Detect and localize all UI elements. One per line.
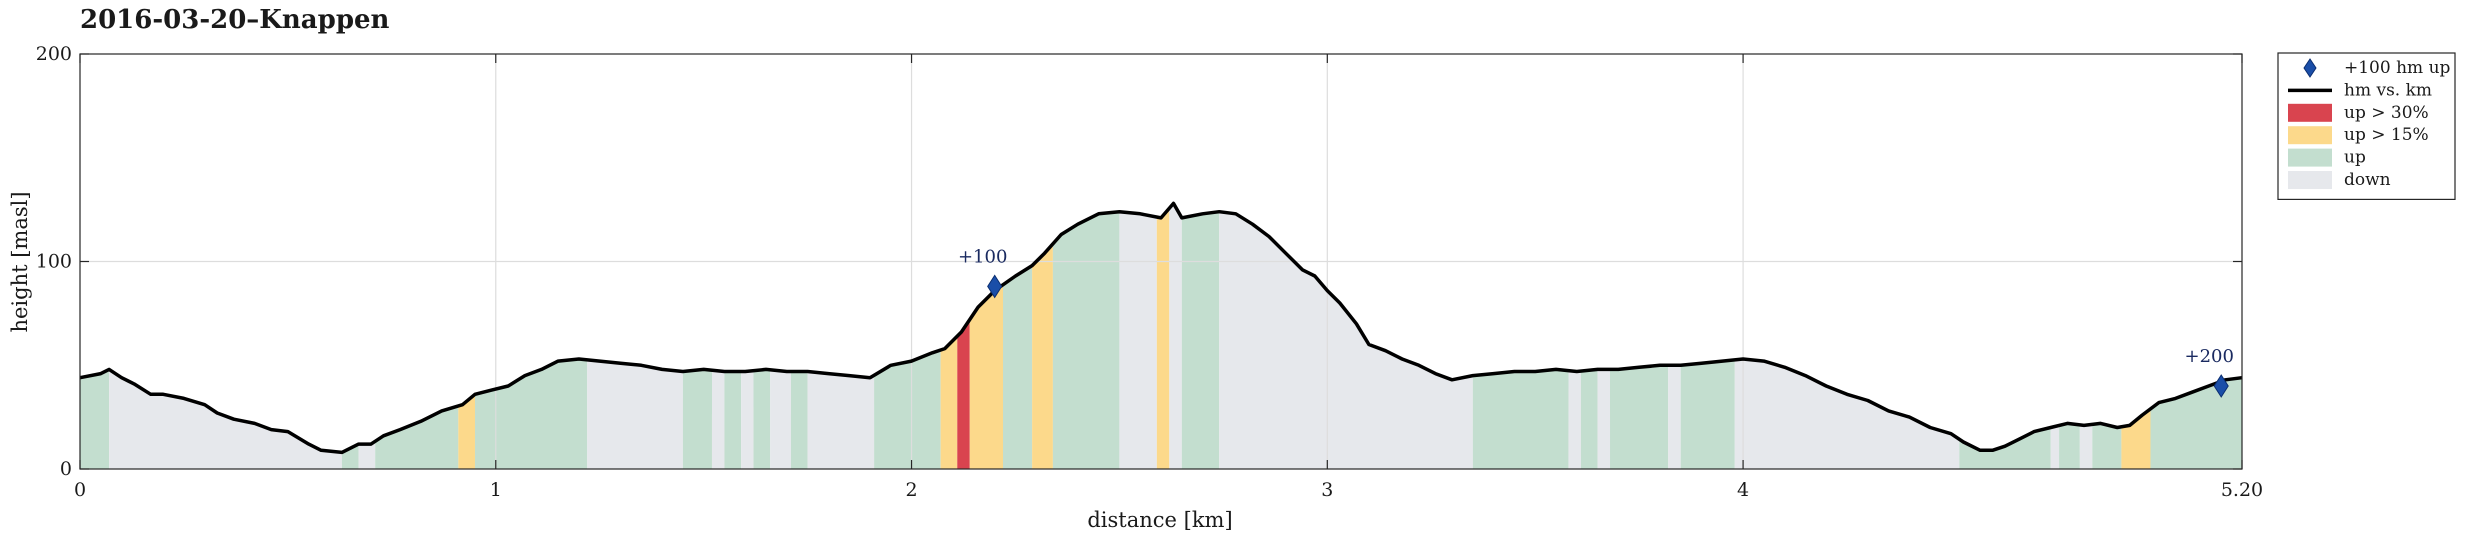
band-up <box>1610 365 1669 469</box>
band-down <box>587 359 683 469</box>
y-axis-label: height [masl] <box>8 191 32 332</box>
band-down <box>807 371 875 469</box>
milestone-label: +200 <box>2184 346 2233 367</box>
band-down <box>711 370 725 469</box>
x-axis-label: distance [km] <box>1087 508 1232 532</box>
legend-swatch-up <box>2288 148 2332 167</box>
band-up <box>724 371 742 469</box>
band-down <box>109 369 342 469</box>
band-down <box>1568 370 1581 469</box>
band-up <box>474 359 588 469</box>
band-down <box>1597 369 1611 469</box>
x-tick-label: 0 <box>74 479 86 501</box>
x-tick-label: 5.20 <box>2221 479 2263 501</box>
band-up <box>1580 369 1598 469</box>
milestone-marker <box>987 274 1003 299</box>
band-down <box>358 441 376 469</box>
band-down <box>2079 424 2093 469</box>
profile-line-group <box>79 201 2243 455</box>
legend-label: up > 30% <box>2344 103 2429 123</box>
band-up <box>2059 423 2080 469</box>
band-down <box>1169 203 1182 469</box>
band-up <box>80 369 110 469</box>
band-up <box>1052 211 1120 469</box>
chart-title: 2016-03-20–Knappen <box>80 5 390 35</box>
y-tick-label: 0 <box>60 458 72 480</box>
legend-swatch-up-30 <box>2288 103 2332 122</box>
band-down <box>1734 359 1960 469</box>
band-up <box>1680 359 1735 469</box>
axes: 0 1 2 3 4 5.20 0 100 200 <box>36 43 2263 501</box>
legend-swatch-up-15 <box>2288 126 2332 145</box>
profile-line <box>79 201 2243 455</box>
band-down <box>1668 365 1681 469</box>
y-tick-label: 200 <box>36 43 72 65</box>
grid-lines <box>80 54 2242 469</box>
band-up <box>1959 427 2051 469</box>
band-up <box>790 371 808 469</box>
band-up <box>1472 369 1569 469</box>
legend-swatch-down <box>2288 171 2332 189</box>
band-down <box>741 370 754 469</box>
band-up <box>375 405 459 469</box>
legend-label: up > 15% <box>2344 125 2429 145</box>
legend-label: hm vs. km <box>2344 80 2432 100</box>
slope-bands <box>80 203 2242 469</box>
band-up <box>2092 423 2122 469</box>
band-down <box>1219 211 1473 469</box>
band-up-15 <box>1032 243 1053 469</box>
legend-label: up <box>2344 148 2366 168</box>
milestone-markers: +100 +200 <box>958 246 2234 398</box>
y-tick-label: 100 <box>36 251 72 273</box>
band-up-15 <box>940 336 958 469</box>
legend-label: +100 hm up <box>2344 58 2451 78</box>
band-up-30 <box>957 319 970 469</box>
band-up-15 <box>458 394 475 469</box>
x-tick-label: 1 <box>490 479 502 501</box>
band-up <box>874 350 941 469</box>
milestone-marker <box>2213 374 2229 398</box>
band-down <box>2050 425 2060 469</box>
x-tick-label: 3 <box>1321 479 1333 501</box>
band-up-15 <box>2121 408 2151 469</box>
band-up-15 <box>969 284 1004 469</box>
legend-swatch-marker <box>2303 58 2317 78</box>
band-up <box>753 369 771 469</box>
x-tick-label: 2 <box>905 479 917 501</box>
band-up-15 <box>1156 208 1170 469</box>
band-down <box>770 369 791 469</box>
x-tick-label: 4 <box>1737 479 1749 501</box>
band-up <box>1181 211 1220 469</box>
band-up <box>682 369 712 469</box>
milestone-label: +100 <box>958 246 1007 267</box>
band-up <box>1003 265 1033 469</box>
legend-label: down <box>2344 170 2391 190</box>
band-down <box>1119 211 1157 469</box>
